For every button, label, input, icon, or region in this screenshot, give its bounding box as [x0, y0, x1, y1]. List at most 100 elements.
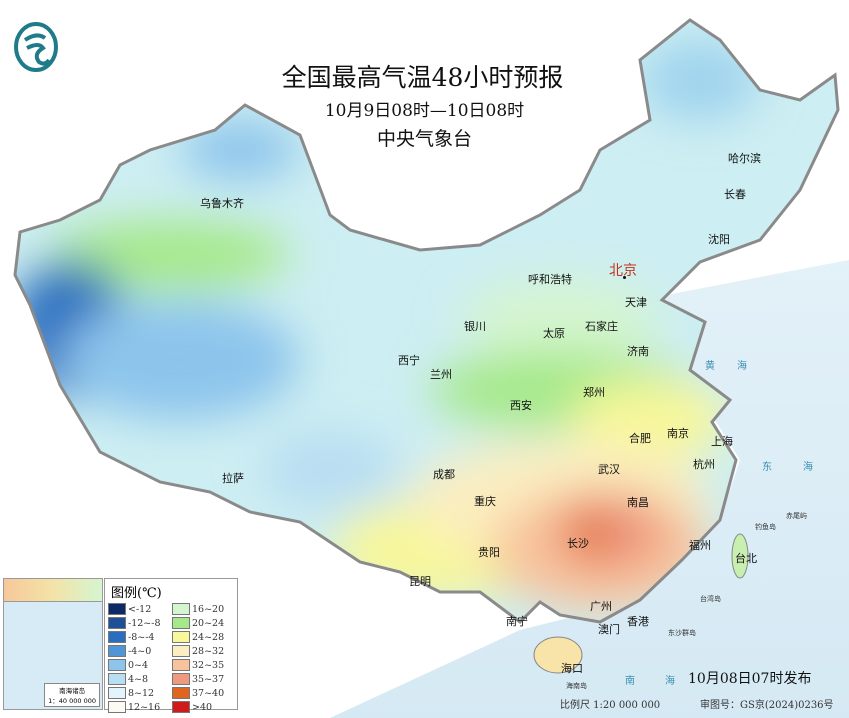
city-label: 成都: [433, 468, 455, 481]
forecast-period: 10月9日08时—10日08时: [324, 101, 525, 121]
city-label: 西宁: [398, 354, 420, 367]
legend-label: -12~-8: [128, 617, 161, 629]
sea-area: [330, 260, 849, 718]
legend-grid: <-12 16~20 -12~-8 20~24 -8~-4 24~28 -4~0 28~32 0…: [108, 603, 237, 713]
legend-item: 24~28: [172, 631, 236, 643]
city-label: 乌鲁木齐: [200, 197, 244, 210]
legend-label: 16~20: [192, 603, 225, 615]
legend-swatch: [108, 687, 126, 699]
legend-swatch: [108, 645, 126, 657]
city-label: 香港: [627, 615, 649, 628]
legend-label: 0~4: [128, 659, 149, 671]
legend-item: 16~20: [172, 603, 236, 615]
city-label: 北京: [609, 263, 637, 279]
city-label: 郑州: [583, 386, 605, 399]
legend-swatch: [108, 701, 126, 713]
inset-scale: 1：40 000 000: [48, 697, 96, 705]
taiwan-island: [731, 533, 749, 579]
legend-label: -4~0: [128, 645, 152, 657]
legend-item: 37~40: [172, 687, 236, 699]
map-scale: 比例尺 1:20 000 000: [560, 700, 661, 711]
capital-marker: [623, 276, 626, 279]
city-label: 武汉: [598, 463, 620, 476]
city-label: 上海: [711, 435, 733, 448]
legend-label: 24~28: [192, 631, 225, 643]
legend-swatch: [172, 701, 190, 713]
city-label: 呼和浩特: [528, 273, 572, 286]
city-label: 石家庄: [585, 320, 618, 333]
legend-item: 4~8: [108, 673, 172, 685]
south-china-sea-inset: 南海诸岛 1：40 000 000: [3, 578, 103, 710]
legend-item: 32~35: [172, 659, 236, 671]
legend-swatch: [108, 673, 126, 685]
city-label: 福州: [689, 539, 711, 552]
legend-item: 0~4: [108, 659, 172, 671]
legend-label: 4~8: [128, 673, 149, 685]
city-label: 天津: [625, 296, 647, 309]
legend-item: >40: [172, 701, 236, 713]
agency-name: 中央气象台: [376, 128, 472, 150]
legend-swatch: [172, 673, 190, 685]
legend-label: -8~-4: [128, 631, 155, 643]
city-label: 太原: [543, 327, 565, 340]
city-label: 南宁: [506, 615, 528, 628]
inset-title: 南海诸岛: [59, 687, 86, 695]
city-label: 南昌: [627, 496, 649, 509]
island-label: 赤尾屿: [786, 512, 807, 520]
city-label: 合肥: [629, 432, 651, 445]
legend-item: 35~37: [172, 673, 236, 685]
city-label: 银川: [464, 320, 486, 333]
city-label: 澳门: [598, 623, 620, 636]
city-label: 哈尔滨: [728, 152, 761, 165]
legend-item: 28~32: [172, 645, 236, 657]
city-label: 广州: [590, 600, 612, 613]
city-label: 沈阳: [708, 233, 730, 246]
legend-item: 8~12: [108, 687, 172, 699]
island-label: 东沙群岛: [668, 629, 696, 637]
legend-swatch: [108, 617, 126, 629]
sea-label: 黄: [705, 361, 715, 372]
legend-swatch: [172, 645, 190, 657]
legend-label: 35~37: [192, 673, 225, 685]
city-label: 济南: [627, 345, 649, 358]
cma-logo-icon: [14, 22, 58, 72]
city-label: 贵阳: [478, 546, 500, 559]
legend-swatch: [108, 659, 126, 671]
city-label: 重庆: [474, 495, 496, 508]
hainan-island: [533, 636, 583, 674]
legend-item: -12~-8: [108, 617, 172, 629]
legend-swatch: [108, 603, 126, 615]
legend-label: >40: [192, 701, 213, 713]
issued-time: 10月08日07时发布: [688, 671, 812, 687]
city-label: 西安: [510, 399, 532, 412]
legend-swatch: [172, 631, 190, 643]
legend-item: <-12: [108, 603, 172, 615]
legend-label: 37~40: [192, 687, 225, 699]
city-label: 海口: [561, 662, 583, 675]
china-border: [13, 18, 840, 624]
sea-label: 海: [803, 462, 813, 473]
city-label: 拉萨: [222, 472, 244, 485]
city-label: 南京: [667, 427, 689, 440]
island-label: 台湾岛: [700, 595, 721, 603]
legend: 图例(℃) <-12 16~20 -12~-8 20~24 -8~-4 24~28 -4~0…: [104, 578, 238, 713]
inset-caption: 南海诸岛 1：40 000 000: [44, 683, 100, 707]
map-title: 全国最高气温48小时预报: [281, 63, 564, 92]
sea-label: 海: [665, 676, 675, 687]
city-label: 杭州: [693, 458, 715, 471]
sea-label: 南: [625, 676, 635, 687]
island-label: 海南岛: [566, 682, 587, 690]
legend-swatch: [172, 603, 190, 615]
island-label: 钓鱼岛: [755, 523, 776, 531]
legend-item: -8~-4: [108, 631, 172, 643]
legend-title: 图例(℃): [111, 586, 162, 601]
legend-item: -4~0: [108, 645, 172, 657]
city-label: 长沙: [567, 537, 589, 550]
city-label: 台北: [735, 552, 757, 565]
city-label: 兰州: [430, 368, 452, 381]
legend-swatch: [172, 687, 190, 699]
legend-swatch: [108, 631, 126, 643]
sea-label: 海: [737, 361, 747, 372]
legend-swatch: [172, 659, 190, 671]
